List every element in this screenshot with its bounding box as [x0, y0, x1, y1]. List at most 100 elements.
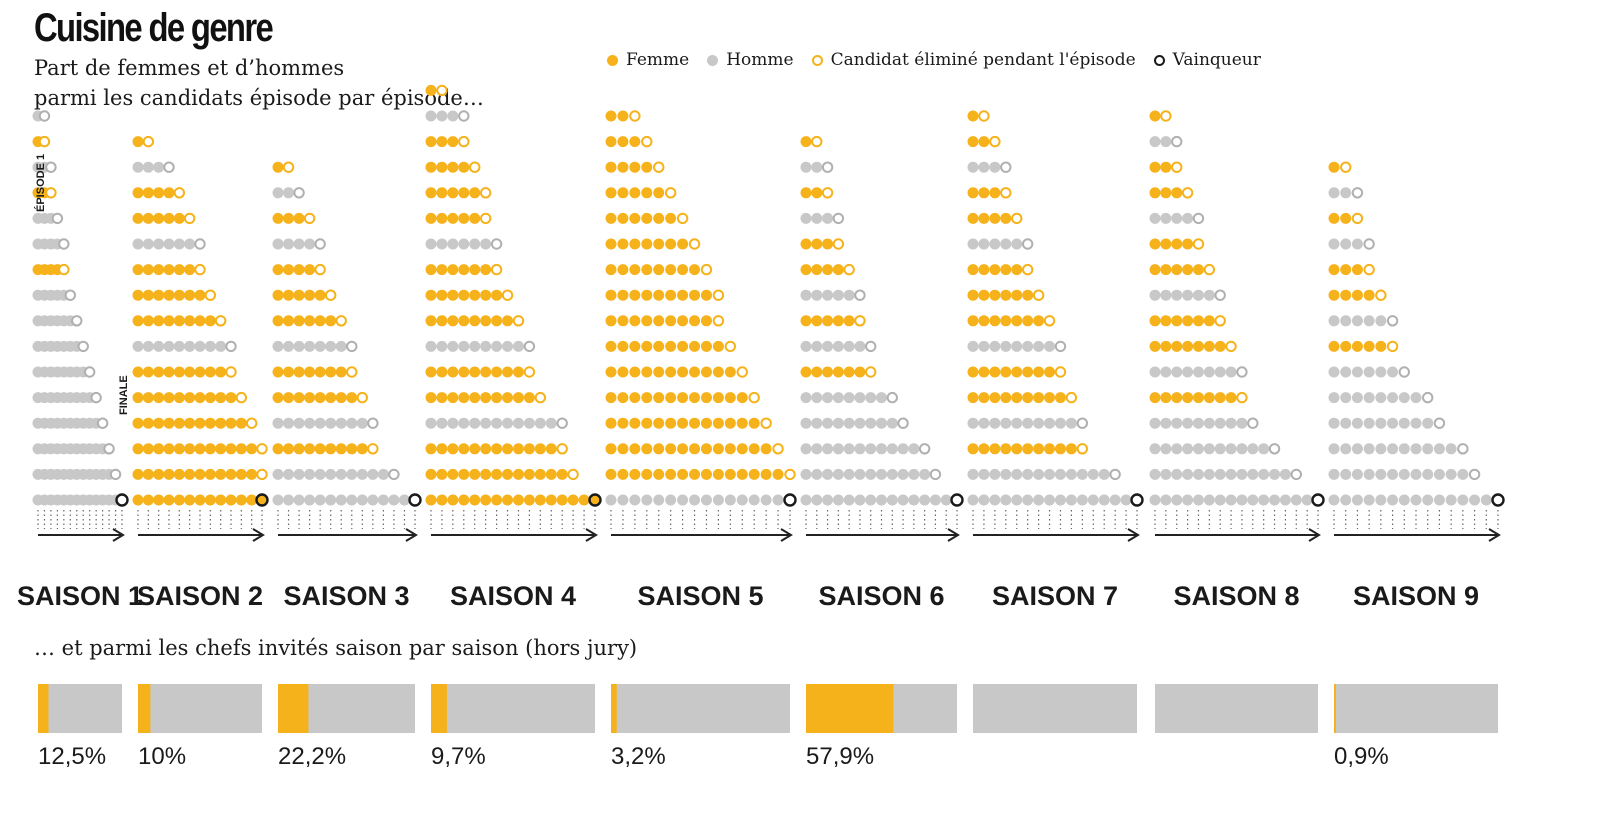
femme-dot: [800, 366, 812, 378]
homme-dot: [1214, 494, 1226, 506]
homme-dot: [1192, 289, 1204, 301]
femme-dot: [978, 315, 990, 327]
femme-dot: [1182, 264, 1194, 276]
homme-dot: [1182, 366, 1194, 378]
legend-label-vainqueur: Vainqueur: [1172, 50, 1261, 70]
femme-dot: [425, 212, 437, 224]
femme-dot: [447, 494, 459, 506]
femme-dot: [304, 289, 316, 301]
femme-dot: [142, 392, 154, 404]
femme-dot: [653, 187, 665, 199]
guest-chefs-pct-label: 0,9%: [1334, 743, 1389, 770]
femme-dot: [1044, 366, 1056, 378]
homme-dot: [1011, 468, 1023, 480]
homme-dot: [1375, 392, 1387, 404]
femme-dot: [822, 238, 834, 250]
femme-dot: [1182, 315, 1194, 327]
femme-dot: [1149, 110, 1161, 122]
homme-dot: [978, 161, 990, 173]
homme-dot: [886, 443, 898, 455]
homme-dot: [1445, 468, 1457, 480]
axis-arrow-icon: [1308, 528, 1321, 542]
homme-dot: [897, 468, 909, 480]
femme-dot: [677, 264, 689, 276]
femme-dot: [272, 315, 284, 327]
femme-dot: [425, 289, 437, 301]
femme-dot: [689, 315, 701, 327]
homme-dot: [1351, 238, 1363, 250]
femme-dot: [605, 212, 617, 224]
eliminated-dot: [1065, 391, 1078, 404]
femme-dot: [184, 417, 196, 429]
femme-dot: [163, 366, 175, 378]
homme-dot: [1387, 468, 1399, 480]
femme-dot: [458, 264, 470, 276]
homme-dot: [989, 340, 1001, 352]
eliminated-dot: [556, 443, 568, 455]
eliminated-dot: [388, 468, 400, 481]
femme-dot: [425, 187, 437, 199]
homme-dot: [1000, 468, 1012, 480]
winner-dot: [1311, 493, 1325, 507]
homme-dot: [480, 238, 492, 250]
femme-dot: [1351, 264, 1363, 276]
eliminated-dot: [676, 212, 689, 225]
femme-dot: [1363, 340, 1375, 352]
homme-dot: [425, 340, 437, 352]
homme-dot: [712, 494, 724, 506]
eliminated-dot: [1076, 443, 1089, 455]
femme-dot: [811, 238, 823, 250]
guest-chefs-pct-label: 3,2%: [611, 743, 666, 770]
femme-dot: [641, 187, 653, 199]
femme-dot: [235, 494, 247, 506]
femme-dot: [677, 289, 689, 301]
femme-dot: [272, 392, 284, 404]
homme-dot: [346, 494, 358, 506]
femme-dot: [629, 264, 641, 276]
femme-dot: [425, 494, 437, 506]
homme-dot: [1301, 494, 1313, 506]
homme-dot: [1214, 443, 1226, 455]
femme-dot: [545, 443, 557, 455]
femme-dot: [689, 289, 701, 301]
femme-dot: [1328, 212, 1340, 224]
femme-dot: [215, 366, 227, 378]
femme-dot: [653, 392, 665, 404]
femme-dot: [1054, 443, 1066, 455]
eliminated-dot: [1076, 417, 1089, 429]
eliminated-dot: [736, 366, 748, 378]
femme-dot: [436, 161, 448, 173]
homme-dot: [1076, 494, 1088, 506]
femme-dot: [843, 366, 855, 378]
femme-dot: [1011, 315, 1023, 327]
homme-dot: [1387, 366, 1399, 378]
homme-dot: [1269, 468, 1281, 480]
femme-dot: [235, 443, 247, 455]
eliminated-dot: [1236, 391, 1248, 404]
homme-dot: [480, 340, 492, 352]
femme-dot: [469, 264, 481, 276]
homme-dot: [1192, 494, 1204, 506]
homme-dot: [447, 238, 459, 250]
femme-dot: [173, 494, 185, 506]
femme-dot: [335, 366, 347, 378]
femme-dot: [436, 443, 448, 455]
homme-dot: [1160, 212, 1172, 224]
femme-dot: [204, 468, 216, 480]
homme-dot: [1022, 494, 1034, 506]
eliminated-dot: [688, 238, 701, 250]
homme-dot: [272, 238, 284, 250]
finale-annotation: FINALE: [118, 375, 130, 415]
homme-dot: [1363, 366, 1375, 378]
femme-dot: [653, 443, 665, 455]
homme-dot: [1033, 417, 1045, 429]
homme-dot: [1011, 340, 1023, 352]
femme-dot: [469, 315, 481, 327]
homme-dot: [458, 340, 470, 352]
femme-dot: [283, 315, 295, 327]
homme-dot: [967, 238, 979, 250]
eliminated-dot: [534, 391, 547, 404]
eliminated-dot: [918, 443, 931, 455]
eliminated-dot: [38, 110, 51, 122]
homme-dot: [1054, 494, 1066, 506]
